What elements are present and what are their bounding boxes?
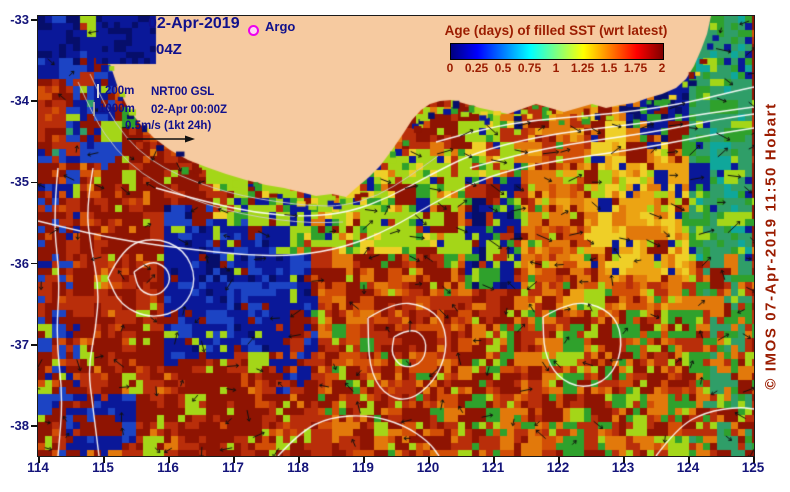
x-tick-label: 121 bbox=[481, 460, 505, 475]
legend-title: Age (days) of filled SST (wrt latest) bbox=[444, 23, 668, 38]
y-tick bbox=[30, 181, 37, 184]
x-tick-label: 125 bbox=[741, 460, 765, 475]
x-tick bbox=[428, 456, 430, 463]
x-tick bbox=[363, 456, 365, 463]
x-tick bbox=[558, 456, 560, 463]
y-tick bbox=[30, 262, 37, 265]
x-tick-label: 116 bbox=[157, 460, 179, 475]
colorbar-tick-label: 1.75 bbox=[623, 61, 648, 75]
y-tick-label: -33 bbox=[10, 12, 29, 27]
argo-marker-icon bbox=[248, 25, 259, 36]
x-tick-label: 123 bbox=[611, 460, 635, 475]
colorbar-tick-label: 0.75 bbox=[517, 61, 542, 75]
x-tick-label: 120 bbox=[416, 460, 440, 475]
time-label: 04Z bbox=[156, 41, 182, 58]
y-tick-label: -34 bbox=[10, 93, 29, 109]
x-tick bbox=[493, 456, 495, 463]
colorbar-tick-label: 0.5 bbox=[494, 61, 512, 75]
map-plot-area bbox=[37, 15, 755, 457]
x-tick-label: 118 bbox=[287, 460, 309, 475]
depth-1000m-label: 1000m bbox=[99, 103, 135, 115]
colorbar-gradient bbox=[450, 43, 664, 60]
contour-1000m-swatch bbox=[93, 102, 95, 116]
velocity-scale-label: 0.5m/s (1kt 24h) bbox=[125, 120, 212, 132]
colorbar-tick-label: 1.5 bbox=[600, 61, 618, 75]
x-tick-label: 124 bbox=[676, 460, 700, 475]
y-tick bbox=[30, 425, 37, 427]
y-tick bbox=[30, 19, 37, 21]
x-tick bbox=[103, 456, 105, 463]
y-tick-label: -35 bbox=[10, 174, 29, 190]
y-tick bbox=[30, 100, 37, 102]
colorbar-tick-label: 2 bbox=[658, 61, 666, 75]
x-tick bbox=[298, 456, 300, 463]
x-tick bbox=[688, 456, 690, 463]
sst-age-field-canvas bbox=[38, 16, 754, 456]
x-tick-label: 114 bbox=[27, 460, 49, 475]
colorbar-tick-label: 0 bbox=[446, 61, 454, 75]
y-tick bbox=[30, 344, 37, 346]
x-tick bbox=[753, 456, 755, 463]
argo-label: Argo bbox=[265, 19, 296, 34]
credit-watermark: © IMOS 07-Apr-2019 11:50 Hobart bbox=[762, 102, 780, 390]
y-tick-label: -38 bbox=[10, 418, 29, 433]
x-tick bbox=[233, 456, 235, 463]
colorbar-tick-label: 0.25 bbox=[464, 61, 489, 75]
y-tick-label: -37 bbox=[10, 336, 29, 352]
model-label: NRT00 GSL bbox=[151, 86, 215, 98]
depth-200m-label: 200m bbox=[105, 85, 135, 97]
x-tick bbox=[168, 456, 170, 463]
x-tick-label: 122 bbox=[546, 460, 570, 475]
colorbar-tick-label: 1.25 bbox=[570, 61, 595, 75]
contour-200m-swatch bbox=[97, 84, 99, 98]
x-tick-label: 119 bbox=[352, 460, 374, 475]
x-tick-label: 115 bbox=[92, 460, 114, 475]
y-tick-label: -36 bbox=[10, 255, 29, 271]
x-tick bbox=[623, 456, 625, 463]
date-label: 02-Apr-2019 bbox=[148, 15, 240, 32]
model-time-label: 02-Apr 00:00Z bbox=[151, 104, 228, 116]
x-tick-label: 117 bbox=[222, 460, 244, 475]
x-tick bbox=[38, 456, 40, 463]
scale-arrow-icon bbox=[127, 135, 195, 143]
colorbar-tick-label: 1 bbox=[552, 61, 560, 75]
